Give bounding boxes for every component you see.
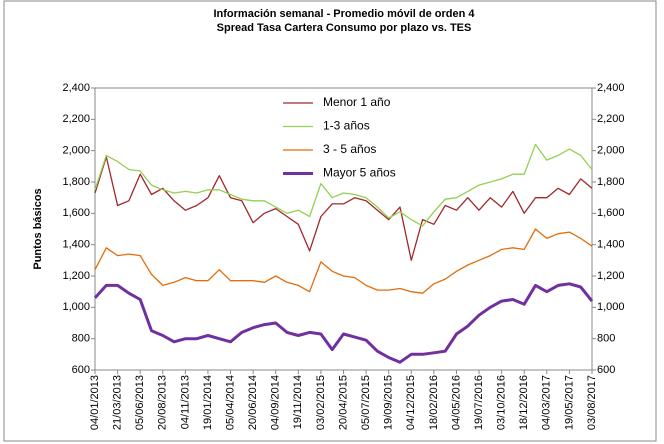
y-tick-label: 2,200 — [62, 113, 90, 125]
x-tick-label: 03/02/2015 — [315, 375, 327, 430]
x-tick-label: 19/07/2016 — [473, 375, 485, 430]
x-tick-label: 18/12/2016 — [518, 375, 530, 430]
y-tick-label: 600 — [72, 364, 90, 376]
x-tick-label: 04/11/2013 — [179, 375, 191, 429]
chart-frame — [3, 0, 657, 442]
y-tick-label: 2,000 — [62, 145, 90, 157]
x-tick-label: 19/09/2015 — [383, 375, 395, 430]
y2-tick-label: 1,000 — [597, 301, 625, 313]
x-tick-label: 18/02/2016 — [428, 375, 440, 430]
x-tick-label: 20/06/2014 — [247, 375, 259, 430]
y2-tick-label: 2,200 — [597, 113, 625, 125]
y2-tick-label: 2,000 — [597, 145, 625, 157]
series-line — [94, 156, 593, 261]
y2-tick-label: 1,800 — [597, 176, 625, 188]
y-tick-label: 800 — [72, 333, 90, 345]
x-tick-label: 04/12/2015 — [405, 375, 417, 430]
legend-label: Menor 1 año — [323, 95, 391, 109]
y-tick-label: 1,200 — [62, 270, 90, 282]
y-tick-label: 1,000 — [62, 301, 90, 313]
legend-label: Mayor 5 años — [323, 166, 396, 180]
x-tick-label: 20/04/2015 — [337, 375, 349, 430]
y2-tick-label: 800 — [597, 333, 615, 345]
x-tick-label: 19/11/2014 — [292, 375, 304, 429]
x-tick-label: 03/08/2017 — [586, 375, 598, 430]
x-tick-label: 04/09/2014 — [270, 375, 282, 430]
y-tick-label: 1,600 — [62, 207, 90, 219]
y2-tick-label: 1,400 — [597, 239, 625, 251]
x-tick-label: 05/04/2014 — [224, 375, 236, 430]
y-axis-label: Puntos básicos — [32, 188, 44, 269]
x-tick-label: 05/06/2013 — [134, 375, 146, 430]
y-tick-label: 2,400 — [62, 82, 90, 94]
x-tick-label: 19/01/2014 — [202, 375, 214, 430]
x-tick-label: 04/05/2016 — [450, 375, 462, 430]
y2-tick-label: 2,400 — [597, 82, 625, 94]
x-tick-label: 05/07/2015 — [360, 375, 372, 430]
x-tick-label: 19/05/2017 — [563, 375, 575, 430]
y2-tick-label: 600 — [597, 364, 615, 376]
legend-label: 1-3 años — [323, 119, 370, 133]
y-tick-label: 1,800 — [62, 176, 90, 188]
x-tick-label: 21/03/2013 — [111, 375, 123, 430]
x-tick-label: 04/01/2013 — [89, 375, 101, 430]
series-line — [94, 143, 593, 227]
legend-label: 3 - 5 años — [323, 142, 376, 156]
x-tick-label: 03/10/2016 — [496, 375, 508, 430]
chart-title: Información semanal - Promedio móvil de … — [213, 8, 475, 20]
y2-tick-label: 1,600 — [597, 207, 625, 219]
y-tick-label: 1,400 — [62, 239, 90, 251]
x-tick-label: 20/08/2013 — [157, 375, 169, 430]
chart-subtitle: Spread Tasa Cartera Consumo por plazo vs… — [217, 22, 472, 34]
y2-tick-label: 1,200 — [597, 270, 625, 282]
series-line — [94, 228, 593, 294]
x-tick-label: 04/03/2017 — [541, 375, 553, 430]
series-line — [93, 282, 594, 364]
